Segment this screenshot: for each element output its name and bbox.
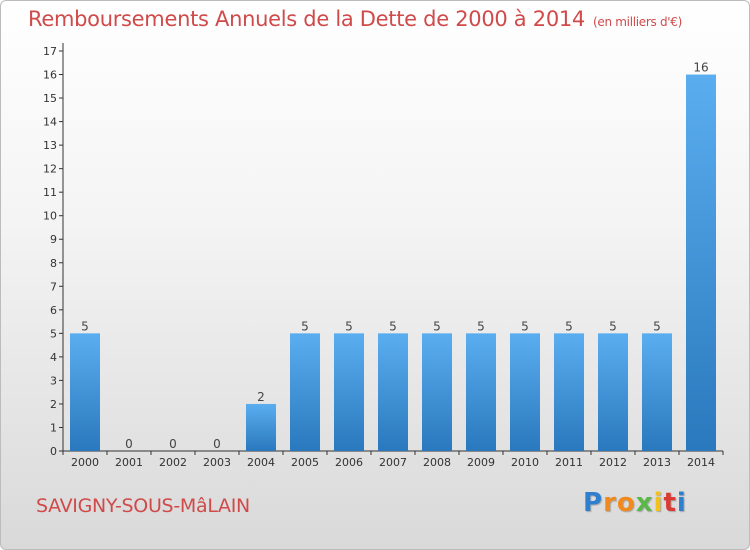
data-label: 0 [169, 437, 177, 451]
x-tick-label: 2001 [115, 456, 143, 469]
proxiti-logo-letter: o [616, 488, 636, 518]
y-tick-label: 10 [43, 210, 57, 223]
bar [642, 333, 672, 451]
chart-title: Remboursements Annuels de la Dette de 20… [28, 7, 682, 31]
x-tick-label: 2009 [467, 456, 495, 469]
data-label: 5 [433, 319, 441, 333]
y-tick-label: 2 [50, 398, 57, 411]
chart-title-text: Remboursements Annuels de la Dette de 20… [28, 7, 585, 31]
chart-unit: (en milliers d'€) [593, 15, 683, 29]
y-tick-label: 11 [43, 186, 57, 199]
bar [422, 333, 452, 451]
bar [466, 333, 496, 451]
y-tick-label: 15 [43, 92, 57, 105]
y-tick-label: 0 [50, 445, 57, 458]
y-tick-label: 9 [50, 233, 57, 246]
data-label: 16 [693, 61, 708, 75]
bar [70, 333, 100, 451]
data-label: 5 [653, 319, 661, 333]
x-tick-label: 2003 [203, 456, 231, 469]
y-tick-label: 14 [43, 116, 57, 129]
x-tick-label: 2013 [643, 456, 671, 469]
data-label: 5 [565, 319, 573, 333]
y-tick-label: 8 [50, 257, 57, 270]
y-tick-label: 3 [50, 374, 57, 387]
x-tick-label: 2002 [159, 456, 187, 469]
y-tick-label: 6 [50, 304, 57, 317]
bar [378, 333, 408, 451]
bar [334, 333, 364, 451]
data-label: 5 [81, 319, 89, 333]
proxiti-logo-letter: t [663, 488, 677, 518]
x-tick-label: 2008 [423, 456, 451, 469]
bar [510, 333, 540, 451]
x-tick-label: 2012 [599, 456, 627, 469]
y-tick-label: 7 [50, 280, 57, 293]
y-tick-label: 16 [43, 69, 57, 82]
x-tick-label: 2007 [379, 456, 407, 469]
proxiti-logo-letter: r [603, 488, 617, 518]
data-label: 0 [125, 437, 133, 451]
proxiti-logo-letter: x [635, 488, 654, 518]
x-tick-label: 2014 [687, 456, 715, 469]
data-label: 5 [389, 319, 397, 333]
proxiti-logo-letter: P [583, 488, 604, 518]
chart-bars [70, 74, 716, 451]
y-tick-label: 5 [50, 327, 57, 340]
data-label: 5 [301, 319, 309, 333]
y-tick-label: 1 [50, 421, 57, 434]
data-label: 2 [257, 390, 265, 404]
x-tick-label: 2006 [335, 456, 363, 469]
bar [598, 333, 628, 451]
data-label: 5 [345, 319, 353, 333]
x-tick-label: 2011 [555, 456, 583, 469]
chart-labels: 2000 5 2001 0 2002 0 2003 0 2004 2 2005 5 2006 5 2007 5… [71, 61, 715, 469]
y-tick-label: 4 [50, 351, 57, 364]
data-label: 5 [477, 319, 485, 333]
data-label: 0 [213, 437, 221, 451]
y-tick-label: 12 [43, 163, 57, 176]
bar [686, 74, 716, 451]
proxiti-logo-letter: i [653, 488, 664, 518]
data-label: 5 [609, 319, 617, 333]
bar [554, 333, 584, 451]
y-tick-label: 17 [43, 45, 57, 58]
y-tick-label: 13 [43, 139, 57, 152]
commune-name: SAVIGNY-SOUS-MâLAIN [36, 495, 250, 517]
x-tick-label: 2000 [71, 456, 99, 469]
proxiti-logo: Proxiti [583, 488, 687, 518]
proxiti-logo-letter: i [676, 488, 687, 518]
data-label: 5 [521, 319, 529, 333]
x-tick-label: 2005 [291, 456, 319, 469]
x-tick-label: 2004 [247, 456, 275, 469]
bar [290, 333, 320, 451]
x-tick-label: 2010 [511, 456, 539, 469]
bar [246, 403, 276, 451]
